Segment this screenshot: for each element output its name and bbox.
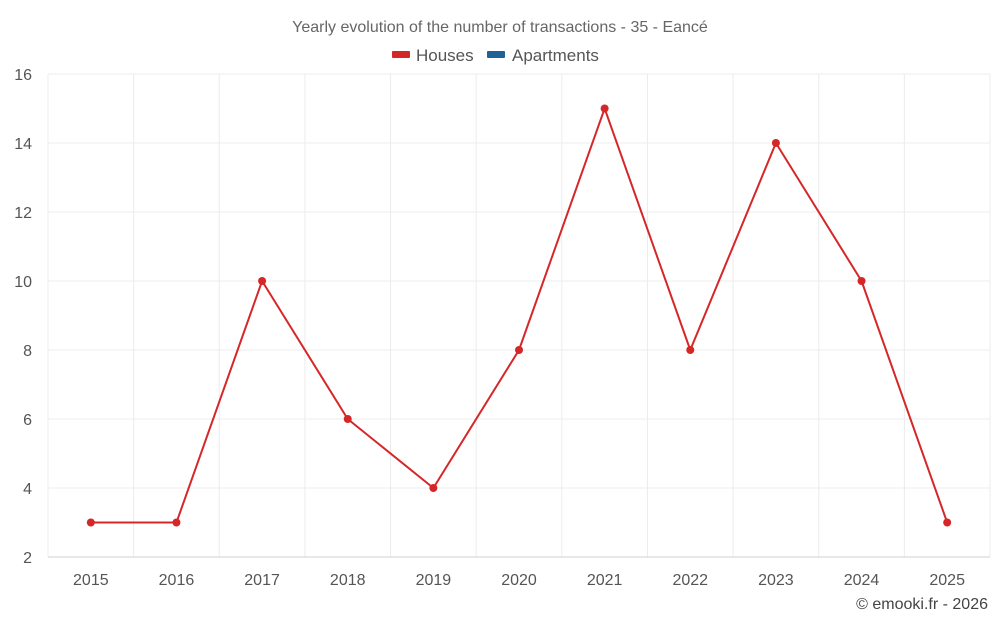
series-houses	[86, 104, 952, 527]
legend-label-apartments: Apartments	[512, 46, 599, 65]
data-point[interactable]	[515, 346, 523, 354]
y-tick-label: 2	[23, 550, 32, 567]
y-tick-label: 6	[23, 412, 32, 429]
data-point[interactable]	[600, 104, 609, 113]
grid	[47, 73, 991, 557]
chart-title: Yearly evolution of the number of transa…	[292, 19, 708, 36]
credit-text: © emooki.fr - 2026	[856, 596, 988, 613]
x-tick-label: 2022	[672, 572, 708, 589]
x-tick-label: 2023	[758, 572, 794, 589]
legend-item-houses[interactable]: Houses	[392, 46, 474, 65]
data-point[interactable]	[258, 277, 267, 285]
x-tick-label: 2017	[244, 572, 280, 589]
legend: Houses Apartments	[392, 46, 599, 65]
data-point[interactable]	[857, 277, 866, 285]
y-tick-label: 16	[14, 67, 32, 84]
axes: 2 4 6 8 10 12 14 16 2015 2016 2017 2018 2019 2020 2021…	[14, 67, 990, 589]
y-tick-label: 12	[14, 205, 32, 222]
x-tick-label: 2024	[844, 572, 880, 589]
x-tick-label: 2020	[501, 572, 537, 589]
legend-swatch-houses	[392, 51, 410, 58]
legend-swatch-apartments	[487, 51, 505, 58]
y-tick-label: 8	[23, 343, 32, 360]
x-tick-label: 2025	[929, 572, 965, 589]
x-tick-label: 2021	[587, 572, 623, 589]
data-point[interactable]	[771, 139, 780, 147]
data-point[interactable]	[943, 518, 952, 527]
data-point[interactable]	[429, 484, 438, 492]
data-point[interactable]	[86, 518, 95, 527]
data-point[interactable]	[343, 415, 352, 423]
y-tick-label: 4	[23, 481, 32, 498]
legend-item-apartments[interactable]: Apartments	[487, 46, 599, 65]
y-tick-label: 10	[14, 274, 32, 291]
data-point[interactable]	[172, 518, 181, 527]
x-tick-label: 2019	[416, 572, 452, 589]
x-tick-label: 2018	[330, 572, 366, 589]
legend-label-houses: Houses	[416, 46, 474, 65]
x-tick-label: 2015	[73, 572, 109, 589]
y-tick-label: 14	[14, 136, 32, 153]
data-point[interactable]	[686, 346, 695, 354]
x-tick-label: 2016	[159, 572, 195, 589]
